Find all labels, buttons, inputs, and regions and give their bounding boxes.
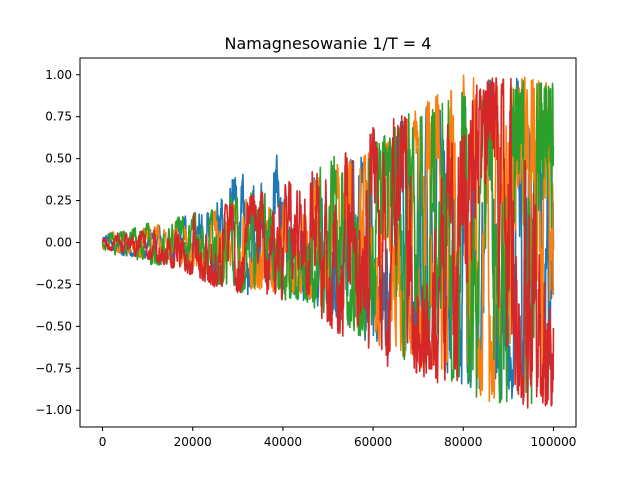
y-tick-label: −0.50 (35, 319, 72, 333)
y-tick-label: −1.00 (35, 403, 72, 417)
y-tick-label: 0.00 (45, 236, 72, 250)
y-tick-label: 0.50 (45, 152, 72, 166)
series-layer (101, 74, 555, 409)
y-axis: −1.00 −0.75 −0.50 −0.25 0.00 0.25 0.50 0.75 1.00 (35, 68, 80, 417)
y-tick-label: 0.75 (45, 110, 72, 124)
x-tick-label: 60000 (354, 435, 392, 449)
x-tick-label: 40000 (264, 435, 302, 449)
y-tick-label: 0.25 (45, 194, 72, 208)
y-tick-label: −0.25 (35, 277, 72, 291)
x-axis: 0 20000 40000 60000 80000 100000 (99, 427, 577, 449)
x-tick-label: 0 (99, 435, 107, 449)
y-tick-label: −0.75 (35, 361, 72, 375)
x-tick-label: 80000 (444, 435, 482, 449)
chart-title: Namagnesowanie 1/T = 4 (225, 34, 432, 53)
y-tick-label: 1.00 (45, 68, 72, 82)
x-tick-label: 100000 (531, 435, 577, 449)
series-line-3 (101, 80, 555, 405)
x-tick-label: 20000 (174, 435, 212, 449)
series-line-4 (101, 77, 555, 409)
